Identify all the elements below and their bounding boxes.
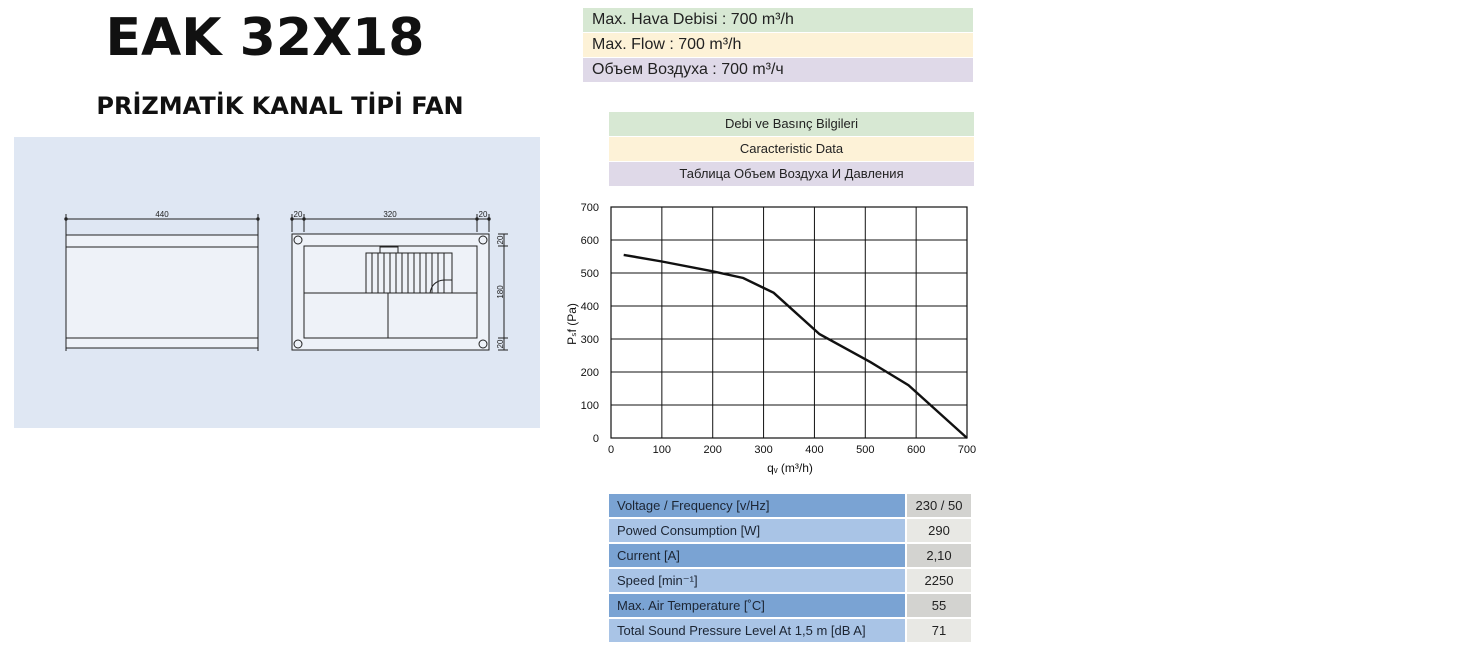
spec-label: Max. Air Temperature [˚C] bbox=[609, 594, 905, 617]
data-header-ru: Таблица Объем Воздуха И Давления bbox=[609, 162, 974, 186]
spec-value: 290 bbox=[905, 519, 971, 542]
chart-y-tick-label: 600 bbox=[581, 235, 599, 247]
dim-top-side: 20 bbox=[496, 235, 505, 244]
dim-right: 20 bbox=[479, 210, 488, 219]
spec-row: Current [A] 2,10 bbox=[609, 544, 971, 567]
dim-middle: 320 bbox=[383, 210, 397, 219]
spec-row: Powed Consumption [W] 290 bbox=[609, 519, 971, 542]
chart-x-tick-label: 600 bbox=[907, 444, 925, 456]
chart-series-line bbox=[623, 253, 968, 439]
spec-value: 2250 bbox=[905, 569, 971, 592]
technical-drawing: 440 20 320 20 20 180 20 bbox=[64, 210, 508, 351]
spec-value: 55 bbox=[905, 594, 971, 617]
chart-x-tick-label: 500 bbox=[856, 444, 874, 456]
chart-grid bbox=[610, 206, 968, 439]
spec-value: 2,10 bbox=[905, 544, 971, 567]
max-flow-en: Max. Flow : 700 m³/h bbox=[583, 33, 973, 57]
spec-row: Voltage / Frequency [v/Hz] 230 / 50 bbox=[609, 494, 971, 517]
spec-label: Current [A] bbox=[609, 544, 905, 567]
chart-ylabel: Pₛf (Pa) bbox=[565, 303, 579, 345]
chart-y-tick-label: 500 bbox=[581, 268, 599, 280]
spec-label: Speed [min⁻¹] bbox=[609, 569, 905, 592]
chart-x-tick-label: 100 bbox=[653, 444, 671, 456]
chart-y-tick-label: 300 bbox=[581, 334, 599, 346]
pressure-flow-chart: 0 100 200 300 400 500 600 700 0 100 200 300 400 500 6… bbox=[565, 202, 976, 475]
dim-height: 180 bbox=[496, 285, 505, 299]
chart-x-tick-label: 0 bbox=[608, 444, 614, 456]
data-header-en: Caracteristic Data bbox=[609, 137, 974, 161]
chart-x-tick-label: 700 bbox=[958, 444, 976, 456]
spec-value: 230 / 50 bbox=[905, 494, 971, 517]
max-flow-tr: Max. Hava Debisi : 700 m³/h bbox=[583, 8, 973, 32]
max-flow-ru: Объем Воздуха : 700 m³/ч bbox=[583, 58, 973, 82]
chart-x-tick-label: 200 bbox=[704, 444, 722, 456]
chart-xlabel: qᵥ (m³/h) bbox=[767, 461, 813, 475]
chart-plot-area bbox=[610, 206, 968, 439]
chart-x-tick-label: 300 bbox=[754, 444, 772, 456]
specs-table: Voltage / Frequency [v/Hz] 230 / 50 Powed … bbox=[609, 492, 971, 644]
spec-row: Speed [min⁻¹] 2250 bbox=[609, 569, 971, 592]
data-header-tr: Debi ve Basınç Bilgileri bbox=[609, 112, 974, 136]
spec-row: Total Sound Pressure Level At 1,5 m [dB … bbox=[609, 619, 971, 642]
product-title: EAK 32X18 bbox=[105, 8, 425, 68]
dim-width: 440 bbox=[155, 210, 169, 219]
spec-row: Max. Air Temperature [˚C] 55 bbox=[609, 594, 971, 617]
chart-y-tick-label: 100 bbox=[581, 400, 599, 412]
dim-left: 20 bbox=[294, 210, 303, 219]
chart-y-tick-label: 700 bbox=[581, 202, 599, 214]
product-subtitle: PRİZMATİK KANAL TİPİ FAN bbox=[96, 92, 464, 120]
spec-label: Voltage / Frequency [v/Hz] bbox=[609, 494, 905, 517]
spec-label: Powed Consumption [W] bbox=[609, 519, 905, 542]
dim-bottom-side: 20 bbox=[496, 339, 505, 348]
chart-x-tick-label: 400 bbox=[805, 444, 823, 456]
chart-y-tick-label: 400 bbox=[581, 301, 599, 313]
technical-drawing-panel: 440 20 320 20 20 180 20 bbox=[14, 137, 540, 428]
chart-y-tick-label: 200 bbox=[581, 367, 599, 379]
chart-y-tick-label: 0 bbox=[593, 433, 599, 445]
spec-label: Total Sound Pressure Level At 1,5 m [dB … bbox=[609, 619, 905, 642]
spec-value: 71 bbox=[905, 619, 971, 642]
